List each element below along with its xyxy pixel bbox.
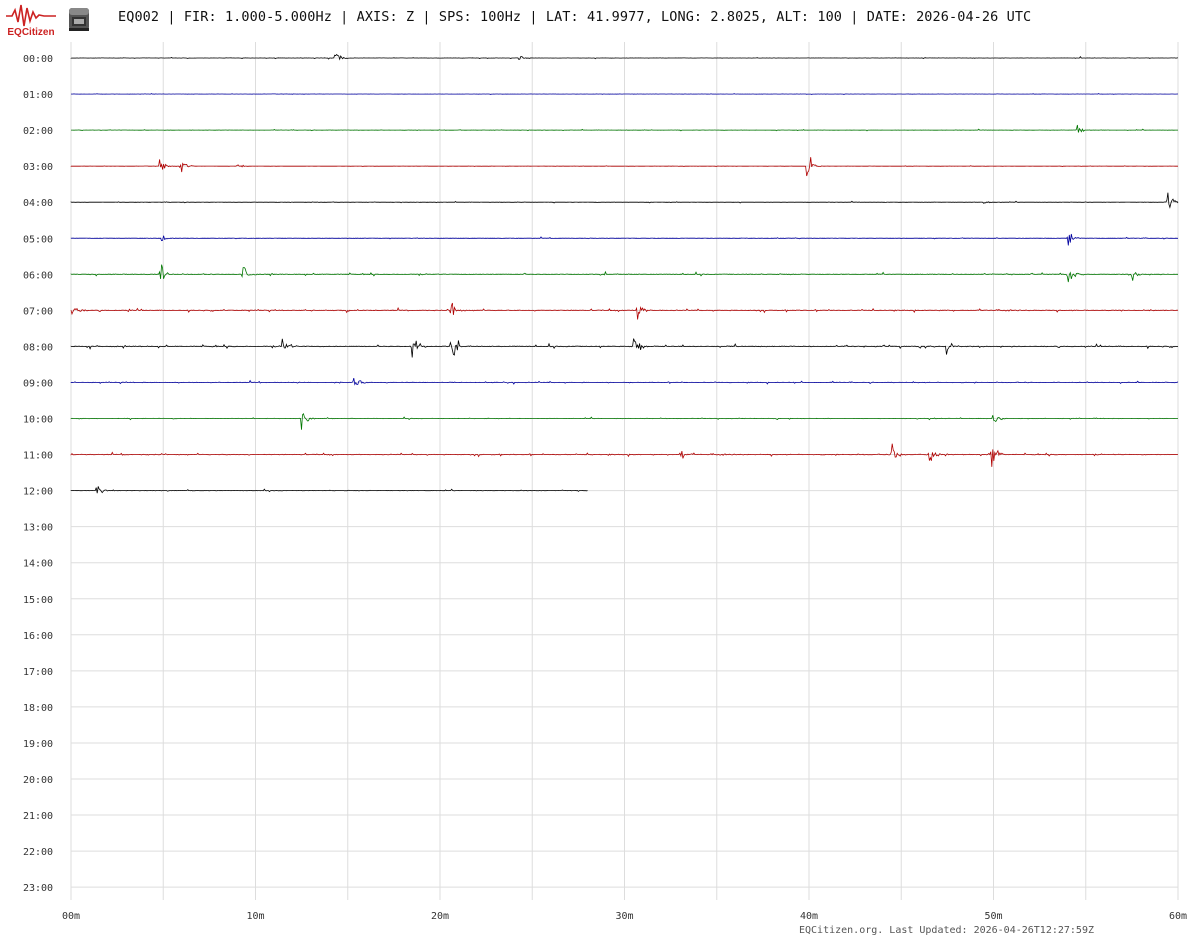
trace-10:00: [70, 413, 1179, 430]
row-label-21:00: 21:00: [23, 811, 53, 822]
row-label-03:00: 03:00: [23, 162, 53, 173]
row-label-09:00: 09:00: [23, 378, 53, 389]
logo-seismogram-icon: [6, 4, 56, 27]
trace-00:00: [70, 53, 1178, 61]
vertical-gridlines: [70, 42, 1179, 900]
row-label-00:00: 00:00: [23, 54, 53, 65]
trace-04:00: [70, 192, 1179, 209]
trace-12:00: [70, 486, 588, 494]
station-title: EQ002 | FIR: 1.000-5.000Hz | AXIS: Z | S…: [118, 9, 1032, 25]
row-label-22:00: 22:00: [23, 847, 53, 858]
trace-05:00: [70, 233, 1178, 246]
trace-09:00: [70, 377, 1179, 386]
row-label-04:00: 04:00: [23, 198, 53, 209]
row-label-01:00: 01:00: [23, 90, 53, 101]
x-tick-label: 20m: [431, 911, 449, 922]
row-label-06:00: 06:00: [23, 270, 53, 281]
x-tick-label: 30m: [615, 911, 633, 922]
last-updated: EQCitizen.org. Last Updated: 2026-04-26T…: [798, 925, 1094, 936]
sensor-device-icon: [69, 8, 89, 31]
row-label-14:00: 14:00: [23, 559, 53, 570]
row-label-20:00: 20:00: [23, 775, 53, 786]
row-label-07:00: 07:00: [23, 306, 53, 317]
eqcitizen-logo: EQCitizen: [6, 4, 56, 38]
row-label-17:00: 17:00: [23, 667, 53, 678]
row-label-13:00: 13:00: [23, 523, 53, 534]
x-tick-label: 50m: [984, 911, 1002, 922]
row-label-11:00: 11:00: [23, 451, 53, 462]
header: EQCitizen EQ002 | FIR: 1.000-5.000Hz | A…: [0, 0, 1200, 40]
row-label-08:00: 08:00: [23, 342, 53, 353]
row-labels: 00:00 01:00 02:00 03:00 04:00 05:00 06:00 07:00…: [23, 54, 53, 894]
trace-02:00: [71, 124, 1178, 133]
logo-brand-text: EQCitizen: [7, 27, 54, 38]
trace-08:00: [70, 338, 1179, 358]
row-label-23:00: 23:00: [23, 883, 53, 894]
row-label-16:00: 16:00: [23, 631, 53, 642]
row-label-15:00: 15:00: [23, 595, 53, 606]
trace-11:00: [70, 443, 1179, 467]
row-label-19:00: 19:00: [23, 739, 53, 750]
x-tick-label: 00m: [62, 911, 80, 922]
row-label-05:00: 05:00: [23, 234, 53, 245]
x-tick-label: 60m: [1169, 911, 1187, 922]
trace-01:00: [70, 93, 1178, 95]
x-tick-labels: 00m 10m 20m 30m 40m 50m 60m: [62, 911, 1187, 922]
x-tick-label: 10m: [246, 911, 264, 922]
trace-03:00: [70, 157, 1179, 177]
row-label-10:00: 10:00: [23, 415, 53, 426]
traces: [70, 53, 1179, 494]
row-label-02:00: 02:00: [23, 126, 53, 137]
trace-07:00: [70, 302, 1179, 320]
row-label-12:00: 12:00: [23, 487, 53, 498]
trace-06:00: [70, 264, 1178, 283]
x-tick-label: 40m: [800, 911, 818, 922]
row-label-18:00: 18:00: [23, 703, 53, 714]
